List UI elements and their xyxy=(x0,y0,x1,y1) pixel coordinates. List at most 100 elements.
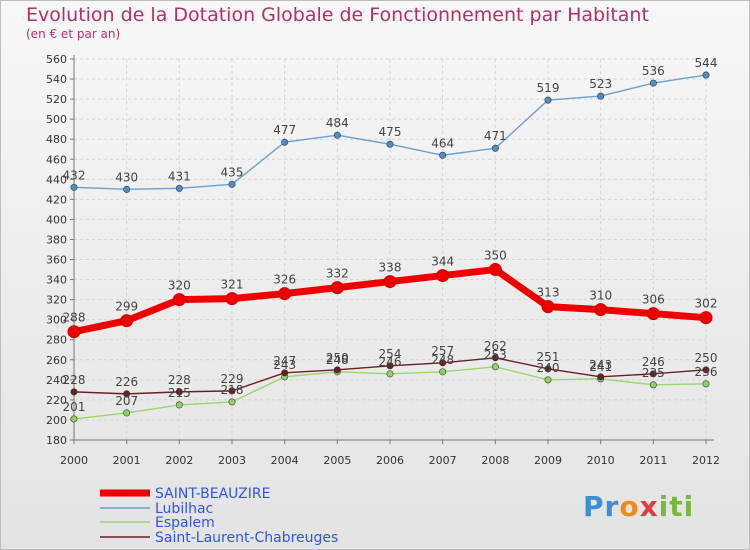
data-label: 235 xyxy=(642,366,665,380)
data-label: 262 xyxy=(484,339,507,353)
data-point xyxy=(278,287,292,301)
data-label: 240 xyxy=(537,361,560,375)
data-label: 250 xyxy=(326,351,349,365)
data-label: 248 xyxy=(326,353,349,367)
data-label: 253 xyxy=(484,348,507,362)
data-point xyxy=(225,292,239,306)
y-tick-label: 200 xyxy=(46,414,67,427)
x-tick-label: 2002 xyxy=(165,454,193,467)
data-label: 246 xyxy=(642,355,665,369)
data-label: 254 xyxy=(379,347,402,361)
x-tick-label: 2010 xyxy=(587,454,615,467)
data-point xyxy=(175,184,183,192)
data-point xyxy=(544,376,552,384)
data-label: 299 xyxy=(115,300,138,314)
y-tick-label: 480 xyxy=(46,133,67,146)
data-point xyxy=(646,307,660,321)
y-tick-label: 500 xyxy=(46,113,67,126)
legend: SAINT-BEAUZIRELubilhacEspalemSaint-Laure… xyxy=(100,486,338,546)
data-label: 435 xyxy=(221,165,244,179)
data-point xyxy=(594,303,608,317)
data-point xyxy=(123,390,131,398)
y-tick-label: 420 xyxy=(46,193,67,206)
x-tick-label: 2008 xyxy=(481,454,509,467)
x-tick-label: 2004 xyxy=(271,454,299,467)
y-tick-label: 240 xyxy=(46,374,67,387)
data-point xyxy=(123,409,131,417)
data-point xyxy=(386,140,394,148)
data-point xyxy=(491,354,499,362)
data-point xyxy=(702,71,710,79)
data-label: 201 xyxy=(63,400,86,414)
data-point xyxy=(541,300,555,314)
legend-label: SAINT-BEAUZIRE xyxy=(155,486,270,502)
data-label: 218 xyxy=(221,383,244,397)
data-label: 247 xyxy=(273,354,296,368)
data-label: 226 xyxy=(115,375,138,389)
data-label: 228 xyxy=(63,373,86,387)
legend-label: Espalem xyxy=(155,515,215,531)
legend-label: Lubilhac xyxy=(155,501,213,517)
data-point xyxy=(67,325,81,339)
y-tick-label: 520 xyxy=(46,93,67,106)
data-label: 251 xyxy=(537,350,560,364)
data-label: 344 xyxy=(431,255,454,269)
x-tick-label: 2012 xyxy=(692,454,720,467)
data-label: 243 xyxy=(273,358,296,372)
data-point xyxy=(70,388,78,396)
data-point xyxy=(228,398,236,406)
data-label: 471 xyxy=(484,129,507,143)
data-point xyxy=(386,362,394,370)
x-tick-label: 2011 xyxy=(639,454,667,467)
data-label: 310 xyxy=(589,289,612,303)
data-label: 228 xyxy=(168,373,191,387)
y-tick-label: 560 xyxy=(46,53,67,66)
data-label: 313 xyxy=(537,286,560,300)
data-point xyxy=(436,269,450,283)
y-tick-label: 360 xyxy=(46,254,67,267)
data-point xyxy=(439,359,447,367)
data-label: 306 xyxy=(642,293,665,307)
data-label: 430 xyxy=(115,170,138,184)
x-tick-label: 2001 xyxy=(113,454,141,467)
data-labels-layer: 288 299 320 321 326 332 338 344 350 313 310 306 302 4… xyxy=(63,56,718,414)
data-label: 544 xyxy=(695,56,718,70)
proxiti-logo: Proxiti xyxy=(583,490,695,523)
data-point xyxy=(699,311,713,325)
data-label: 248 xyxy=(431,353,454,367)
chart-subtitle: (en € et par an) xyxy=(26,27,121,41)
data-point xyxy=(330,281,344,295)
data-label: 536 xyxy=(642,64,665,78)
data-point xyxy=(175,401,183,409)
data-point xyxy=(383,275,397,289)
data-label: 519 xyxy=(537,81,560,95)
x-tick-label: 2005 xyxy=(323,454,351,467)
data-point xyxy=(488,263,502,277)
data-point xyxy=(439,151,447,159)
data-label: 241 xyxy=(589,360,612,374)
data-label: 321 xyxy=(221,278,244,292)
series-layer xyxy=(67,71,713,423)
data-label: 477 xyxy=(273,123,296,137)
data-point xyxy=(649,79,657,87)
data-point xyxy=(702,366,710,374)
x-tick-label: 2009 xyxy=(534,454,562,467)
data-point xyxy=(281,138,289,146)
data-point xyxy=(120,314,134,328)
y-tick-label: 260 xyxy=(46,354,67,367)
chart-title: Evolution de la Dotation Globale de Fonc… xyxy=(26,4,649,26)
y-tick-label: 380 xyxy=(46,233,67,246)
data-label: 250 xyxy=(695,351,718,365)
data-point xyxy=(597,92,605,100)
y-tick-label: 180 xyxy=(46,434,67,447)
data-label: 257 xyxy=(431,344,454,358)
data-label: 464 xyxy=(431,136,454,150)
y-tick-label: 280 xyxy=(46,334,67,347)
data-point xyxy=(544,96,552,104)
data-point xyxy=(439,368,447,376)
data-point xyxy=(281,369,289,377)
data-point xyxy=(491,144,499,152)
data-label: 236 xyxy=(695,365,718,379)
axes: 180 200 220 240 260 280 300 320 340 360 380 400 420 4… xyxy=(46,53,720,467)
